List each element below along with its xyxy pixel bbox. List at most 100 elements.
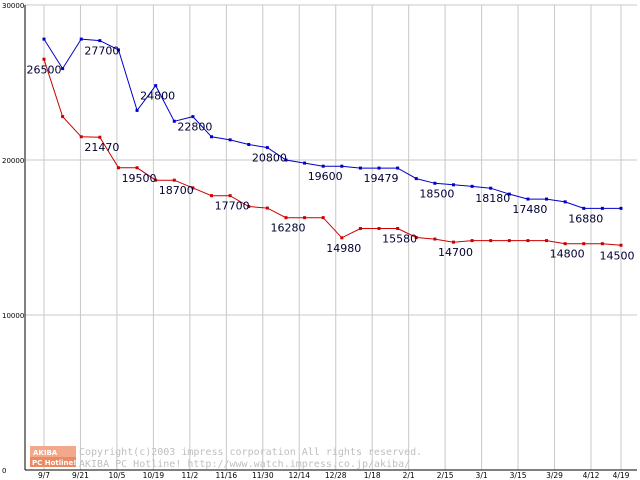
series-1-point bbox=[489, 239, 493, 243]
y-tick-label: 10000 bbox=[2, 312, 24, 320]
x-tick-label: 10/19 bbox=[143, 471, 165, 480]
series-0-point bbox=[265, 146, 269, 150]
data-labels: 26500 27700 21470 19500 24800 18700 22800 17700… bbox=[27, 45, 635, 263]
x-tick-label: 2/1 bbox=[403, 471, 415, 480]
series-1-point bbox=[377, 227, 381, 231]
data-label: 27700 bbox=[84, 45, 119, 58]
data-label: 24800 bbox=[140, 90, 175, 103]
series-0-point bbox=[563, 200, 567, 204]
series-0-point bbox=[377, 166, 381, 170]
series-0-point bbox=[619, 206, 623, 210]
data-label: 18180 bbox=[475, 192, 510, 205]
series-1-point bbox=[191, 186, 195, 190]
series-1-point bbox=[172, 178, 176, 182]
series-0-point bbox=[191, 115, 195, 119]
series-0-point bbox=[247, 143, 251, 146]
series-1-point bbox=[79, 135, 83, 139]
x-tick-label: 12/14 bbox=[288, 471, 310, 480]
data-label: 17480 bbox=[512, 203, 547, 216]
series-0-point bbox=[582, 206, 586, 210]
series-0-point bbox=[470, 184, 474, 188]
data-label: 19500 bbox=[122, 172, 157, 185]
series-0-point bbox=[135, 108, 139, 112]
series-1-point bbox=[414, 236, 418, 239]
series-0-point bbox=[321, 164, 325, 168]
series-1-point bbox=[116, 166, 120, 170]
data-label: 16280 bbox=[270, 222, 305, 235]
data-label: 19600 bbox=[308, 170, 343, 183]
x-tick-label: 4/19 bbox=[613, 471, 630, 480]
copyright-line-2: AKIBA PC Hotline! http://www.watch.impre… bbox=[79, 459, 410, 470]
copyright-line-1: Copyright(c)2003 impress corporation All… bbox=[79, 447, 422, 458]
logo-bottom-text: PC Hotline! bbox=[32, 459, 76, 467]
series-0-point bbox=[396, 166, 400, 170]
data-label: 16880 bbox=[568, 212, 603, 225]
series-1-point bbox=[582, 242, 586, 246]
series-0-line bbox=[43, 38, 621, 209]
series-0-point bbox=[414, 177, 418, 181]
series-1-point bbox=[154, 178, 158, 182]
series-0-point bbox=[433, 181, 437, 185]
x-tick-label: 11/16 bbox=[216, 471, 238, 480]
y-tick-label: 0 bbox=[2, 467, 6, 475]
x-tick-label: 3/29 bbox=[546, 471, 563, 480]
copyright-watermark: AKIBA PC Hotline! Copyright(c)2003 impre… bbox=[30, 446, 422, 470]
data-label: 14500 bbox=[600, 249, 635, 262]
series-1-point bbox=[98, 135, 102, 139]
x-tick-label: 9/21 bbox=[72, 471, 89, 480]
series-1-point bbox=[42, 57, 46, 61]
series-0-point bbox=[284, 158, 288, 162]
series-1-point bbox=[433, 237, 437, 241]
series-1-point bbox=[135, 166, 139, 170]
series-1-point bbox=[228, 194, 232, 198]
logo-top-text: AKIBA bbox=[33, 449, 58, 457]
series-0-point bbox=[210, 135, 214, 139]
series-1-point bbox=[247, 205, 251, 208]
series-0-point bbox=[228, 138, 232, 142]
series-0-point bbox=[340, 164, 344, 168]
data-label: 21470 bbox=[84, 141, 119, 154]
series-1-point bbox=[545, 239, 549, 243]
series-0-point bbox=[172, 119, 176, 123]
akiba-logo: AKIBA PC Hotline! bbox=[30, 446, 76, 467]
series-0-point bbox=[507, 192, 511, 196]
data-label: 22800 bbox=[177, 121, 212, 134]
series-0-point bbox=[79, 37, 83, 41]
series-lines bbox=[42, 37, 623, 247]
data-label: 20800 bbox=[252, 152, 287, 165]
series-0-point bbox=[545, 197, 549, 201]
x-tick-label: 11/2 bbox=[181, 471, 198, 480]
series-0-point bbox=[98, 39, 102, 43]
series-1-point bbox=[284, 216, 288, 220]
x-axis-ticks: 9/7 9/21 10/5 10/19 11/2 11/16 11/30 12/14 12/28… bbox=[38, 471, 630, 480]
data-label: 14700 bbox=[438, 246, 473, 259]
data-label: 14980 bbox=[326, 242, 361, 255]
series-0-point bbox=[116, 48, 120, 52]
x-tick-label: 11/30 bbox=[252, 471, 274, 480]
x-tick-label: 10/5 bbox=[109, 471, 126, 480]
data-label: 19479 bbox=[364, 172, 399, 185]
y-tick-label: 20000 bbox=[2, 157, 24, 165]
series-1-point bbox=[61, 115, 65, 119]
series-1-point bbox=[340, 236, 344, 240]
y-axis-ticks: 0 10000 20000 30000 bbox=[2, 2, 24, 475]
x-tick-label: 3/1 bbox=[476, 471, 488, 480]
y-tick-label: 30000 bbox=[2, 2, 24, 10]
series-0-point bbox=[451, 183, 455, 187]
series-1-point bbox=[451, 240, 455, 244]
series-1-point bbox=[265, 206, 269, 210]
x-tick-label: 9/7 bbox=[38, 471, 50, 480]
x-tick-label: 4/12 bbox=[583, 471, 600, 480]
series-1-point bbox=[321, 216, 325, 220]
series-0-point bbox=[526, 197, 530, 201]
data-label: 18500 bbox=[419, 187, 454, 200]
x-tick-label: 2/15 bbox=[437, 471, 454, 480]
series-1-point bbox=[396, 227, 400, 231]
series-0-point bbox=[489, 186, 493, 190]
series-0-point bbox=[303, 161, 307, 165]
series-1-point bbox=[210, 194, 214, 198]
series-0-point bbox=[154, 84, 158, 88]
series-0-point bbox=[42, 37, 46, 41]
x-tick-label: 3/15 bbox=[510, 471, 527, 480]
data-label: 18700 bbox=[159, 184, 194, 197]
